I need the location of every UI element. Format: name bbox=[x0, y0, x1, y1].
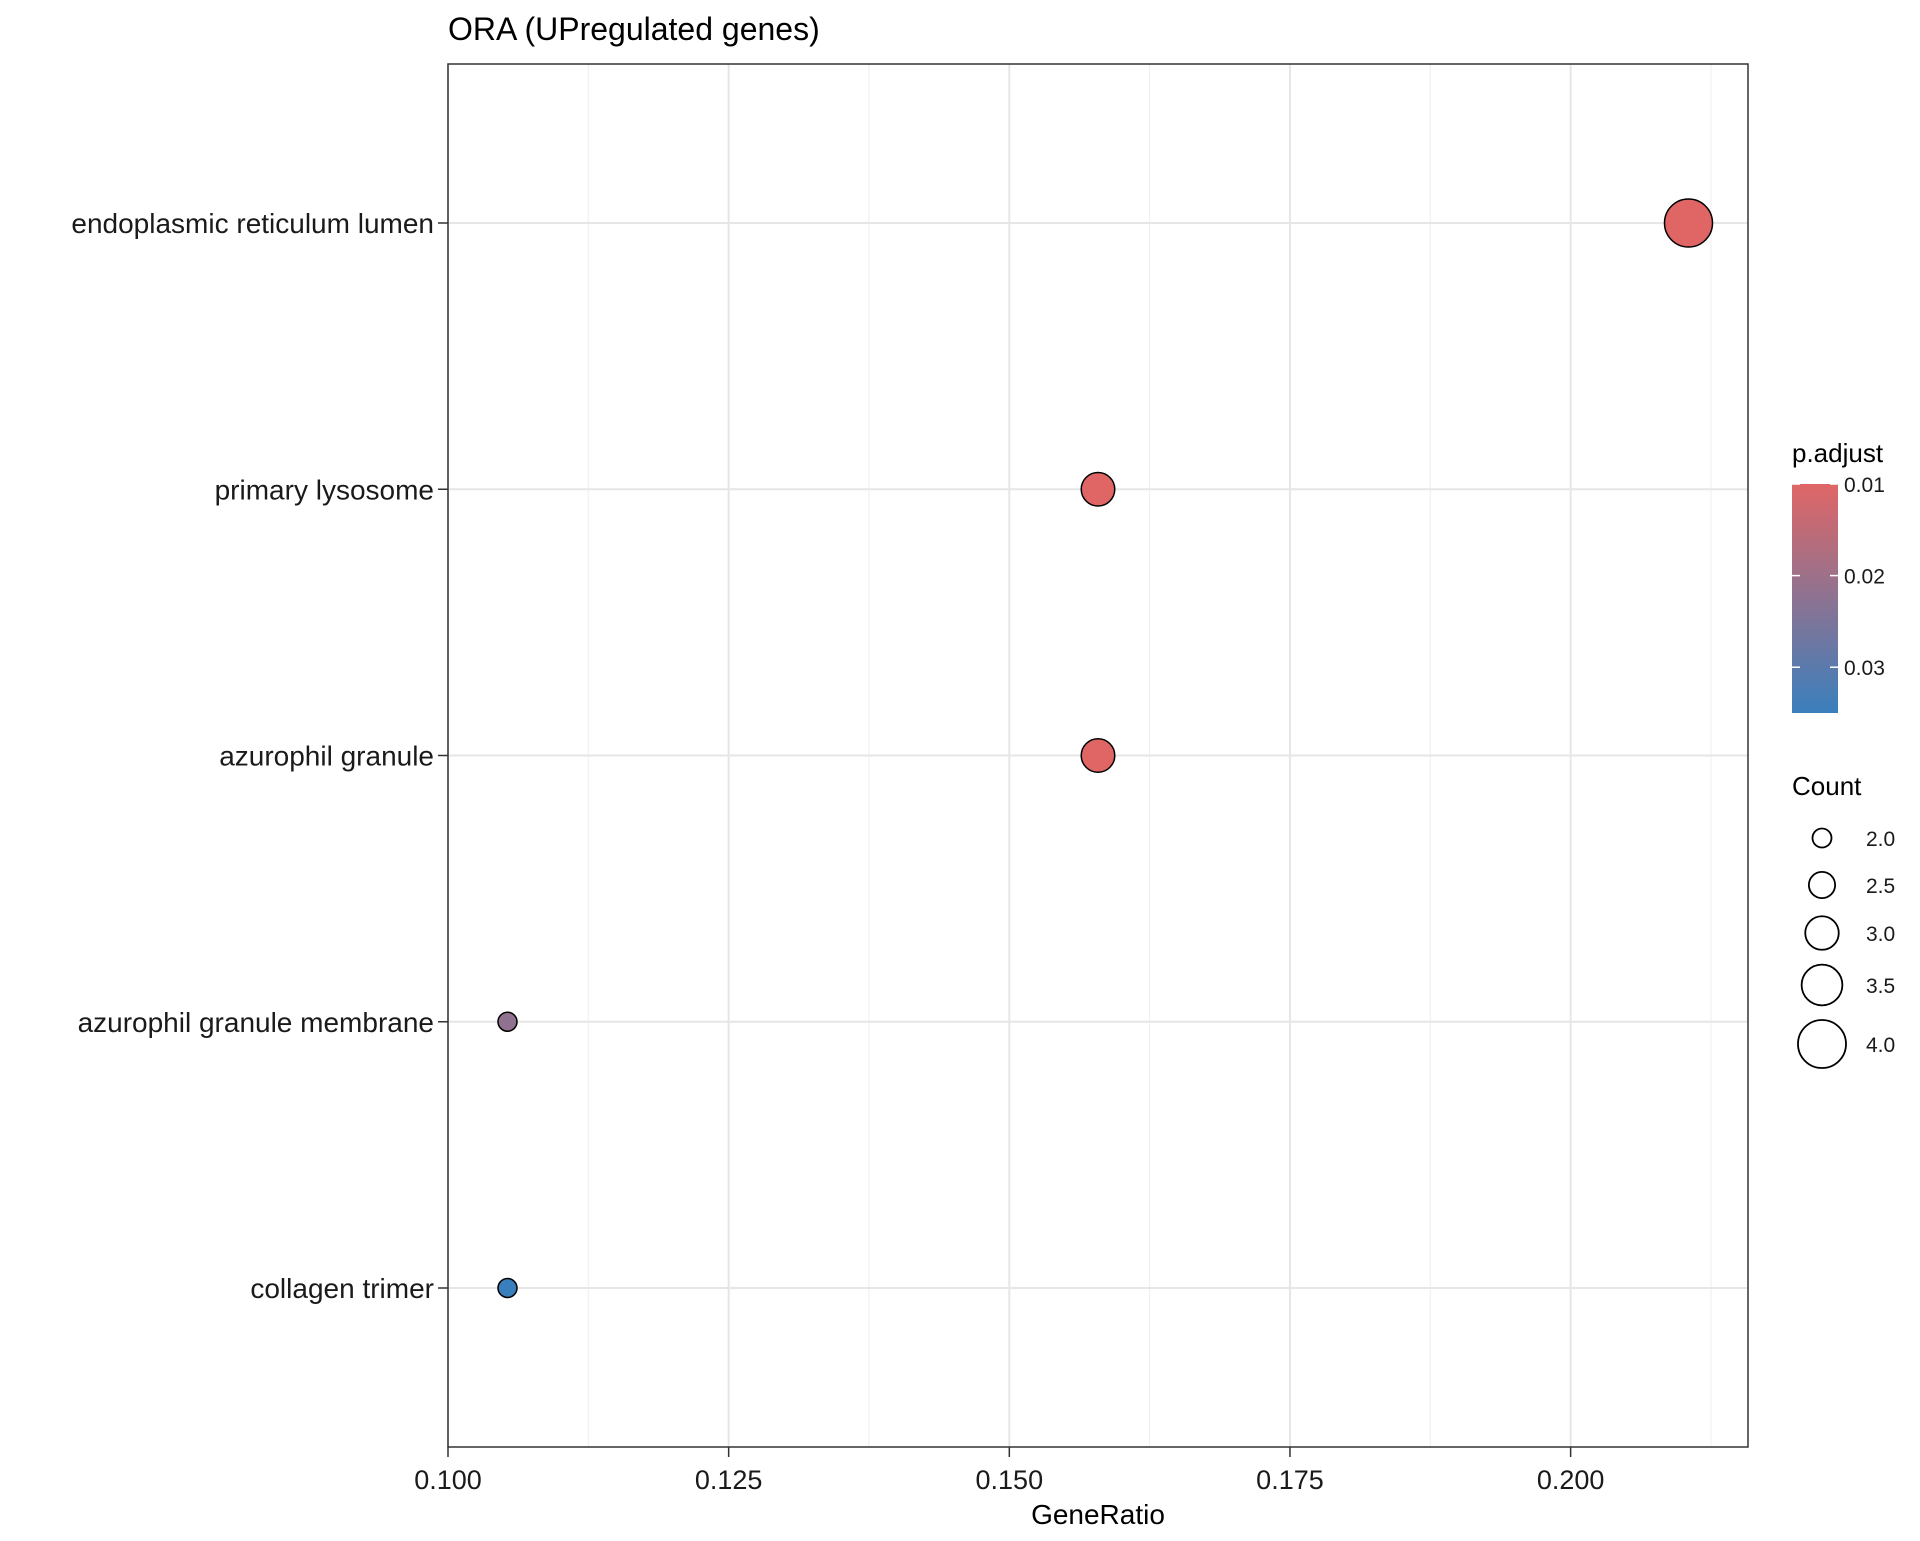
size-legend-label: 3.5 bbox=[1866, 975, 1895, 998]
size-legend-label: 2.5 bbox=[1866, 875, 1895, 898]
size-legend-label: 4.0 bbox=[1866, 1034, 1895, 1057]
size-legend-circle bbox=[1800, 963, 1844, 1007]
y-tick-label: azurophil granule membrane bbox=[78, 1007, 434, 1038]
size-legend-circle bbox=[1811, 827, 1833, 849]
data-point bbox=[1080, 471, 1116, 507]
data-point bbox=[497, 1277, 518, 1299]
x-tick-label: 0.125 bbox=[695, 1465, 763, 1495]
size-legend-title: Count bbox=[1792, 771, 1862, 801]
color-legend-label: 0.02 bbox=[1844, 566, 1885, 589]
y-tick-label: azurophil granule bbox=[219, 741, 434, 772]
size-legend-label: 3.0 bbox=[1866, 923, 1895, 946]
color-legend-label: 0.03 bbox=[1844, 657, 1885, 680]
y-tick-label: endoplasmic reticulum lumen bbox=[71, 208, 434, 239]
color-legend-bar bbox=[1792, 484, 1838, 713]
x-tick-label: 0.100 bbox=[414, 1465, 482, 1495]
size-legend-label: 2.0 bbox=[1866, 828, 1895, 851]
y-tick-label: primary lysosome bbox=[215, 474, 434, 505]
y-tick-label: collagen trimer bbox=[250, 1273, 434, 1304]
x-tick-label: 0.200 bbox=[1537, 1465, 1605, 1495]
x-tick-label: 0.175 bbox=[1256, 1465, 1324, 1495]
x-tick-label: 0.150 bbox=[976, 1465, 1044, 1495]
size-legend: Count 2.0 2.5 3.0 3.5 4.0 bbox=[1792, 771, 1895, 1069]
data-point bbox=[1663, 198, 1714, 248]
color-legend: p.adjust 0.01 0.02 0.03 bbox=[1792, 438, 1885, 713]
data-point bbox=[1080, 738, 1116, 773]
chart-title: ORA (UPregulated genes) bbox=[448, 11, 820, 47]
size-legend-circle bbox=[1807, 870, 1837, 900]
size-legend-circle bbox=[1804, 915, 1840, 951]
color-legend-label: 0.01 bbox=[1844, 474, 1885, 497]
data-point bbox=[497, 1011, 518, 1032]
color-legend-title: p.adjust bbox=[1792, 438, 1884, 468]
x-axis-label: GeneRatio bbox=[1031, 1499, 1165, 1530]
size-legend-circle bbox=[1797, 1019, 1847, 1069]
